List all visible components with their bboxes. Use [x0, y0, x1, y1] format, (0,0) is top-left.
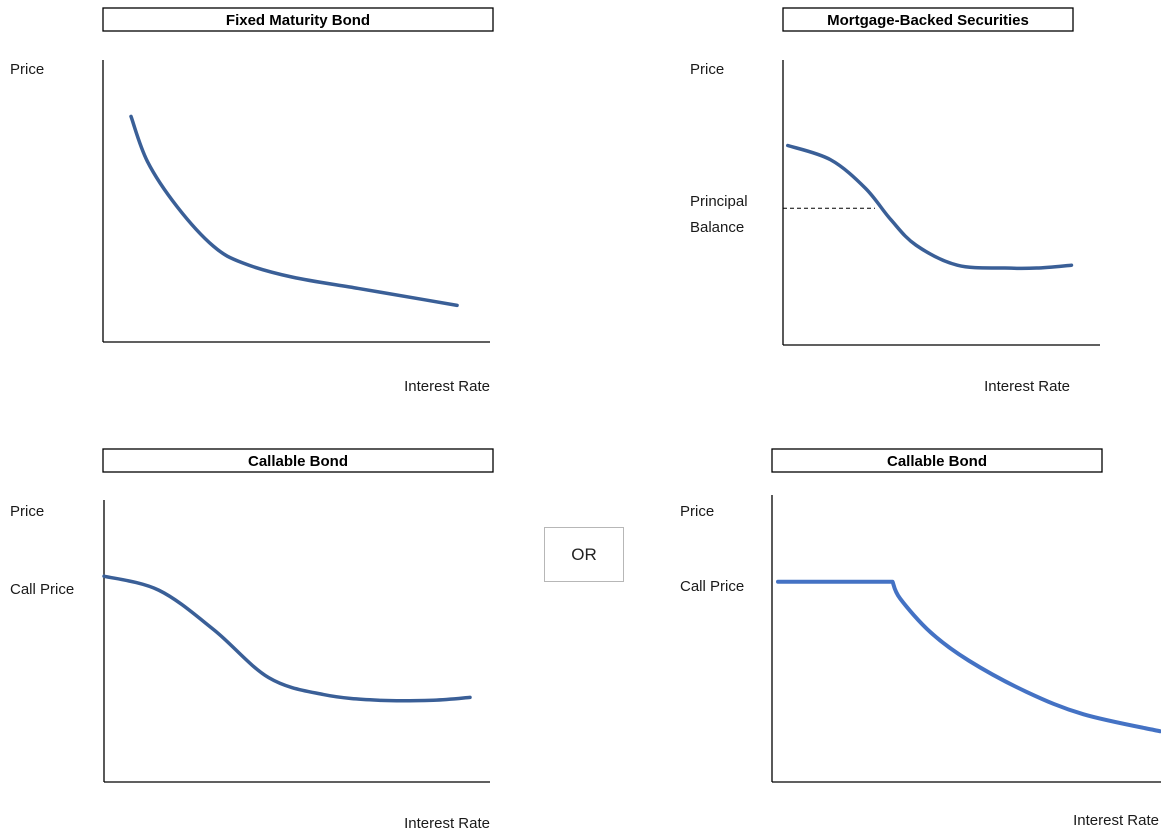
chart-title-box — [102, 7, 494, 32]
chart-title-box — [102, 448, 494, 473]
chart-panel-3: Callable Bond Price Interest Rate Call Pric… — [10, 448, 494, 831]
chart-title: Callable Bond — [887, 453, 987, 470]
price-curve — [776, 579, 1161, 734]
y-axis-label: Price — [680, 503, 714, 520]
y-axis-label: Price — [690, 61, 724, 78]
x-axis-label: Interest Rate — [404, 378, 490, 395]
or-separator: OR — [544, 527, 624, 582]
annotation-label: Call Price — [680, 578, 744, 595]
chart-title: Mortgage-Backed Securities — [827, 12, 1029, 29]
y-axis-label: Price — [10, 61, 44, 78]
price-curve — [786, 143, 1074, 271]
annotation-label: Balance — [690, 219, 744, 236]
x-axis-label: Interest Rate — [984, 378, 1070, 395]
y-axis-label: Price — [10, 503, 44, 520]
price-curve — [129, 114, 459, 308]
annotation-label: Principal — [690, 193, 748, 210]
price-curve — [102, 574, 472, 703]
chart-title-box — [771, 448, 1103, 473]
chart-panel-2: Mortgage-Backed Securities Price Interest … — [690, 7, 1100, 395]
chart-panel-4: Callable Bond Price Interest Rate Call Pric… — [680, 448, 1161, 829]
x-axis-label: Interest Rate — [1073, 812, 1159, 829]
chart-panel-1: Fixed Maturity Bond Price Interest Rate — [10, 7, 494, 395]
chart-title-box — [782, 7, 1074, 32]
annotation-label: Call Price — [10, 581, 74, 598]
x-axis-label: Interest Rate — [404, 815, 490, 831]
chart-title: Fixed Maturity Bond — [226, 12, 370, 29]
chart-title: Callable Bond — [248, 453, 348, 470]
